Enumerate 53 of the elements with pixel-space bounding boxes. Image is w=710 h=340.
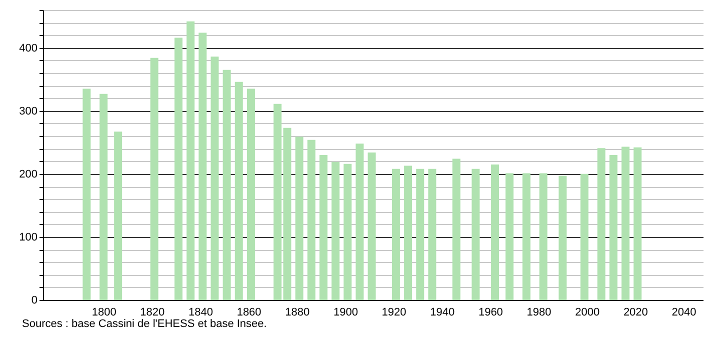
bar (319, 155, 328, 300)
bar (539, 173, 548, 300)
y-tick-label: 100 (19, 231, 38, 244)
bar (416, 168, 424, 300)
x-tick-label: 1840 (188, 306, 213, 318)
bar (210, 56, 219, 300)
bar (234, 82, 243, 300)
bar (174, 38, 182, 300)
x-tick-label: 1980 (526, 306, 552, 318)
bar (198, 32, 207, 300)
x-tick-label: 1880 (285, 306, 310, 318)
bar (82, 88, 91, 300)
bar (506, 173, 514, 300)
x-tick-label: 2040 (672, 306, 696, 318)
x-tick-label: 1820 (140, 306, 165, 318)
bar (597, 148, 606, 300)
bar (100, 94, 108, 300)
x-tick-label: 2020 (623, 306, 648, 318)
x-tick-label: 1860 (236, 306, 262, 318)
x-tick-label: 1900 (333, 306, 358, 318)
bar (609, 155, 618, 300)
x-tick-label: 2000 (575, 306, 600, 318)
bar (222, 70, 231, 300)
y-tick-label: 200 (19, 168, 38, 180)
bar (344, 164, 352, 300)
bar (114, 132, 122, 300)
x-tick-label: 1800 (92, 306, 116, 318)
bar (472, 168, 480, 300)
bar (452, 158, 460, 300)
bar (428, 168, 436, 300)
x-tick-label: 1960 (478, 306, 503, 318)
bar (634, 147, 642, 300)
bar (368, 152, 376, 300)
bar (392, 168, 400, 300)
y-tick-label: 0 (31, 294, 38, 306)
bar (150, 58, 158, 300)
bar (404, 166, 412, 300)
bar (332, 162, 340, 300)
bar (522, 173, 530, 300)
bar (307, 140, 316, 300)
bar (622, 146, 630, 300)
bar (246, 88, 255, 300)
bar (356, 144, 364, 300)
y-tick-label: 400 (19, 42, 38, 54)
bar (580, 174, 588, 300)
bar (186, 21, 195, 300)
x-tick-label: 1940 (430, 306, 455, 318)
bar (558, 176, 567, 300)
bar (295, 136, 304, 300)
source-note: Sources : base Cassini de l'EHESS et base Insee. (22, 318, 267, 330)
bar (491, 164, 500, 300)
x-tick-label: 1920 (382, 306, 406, 318)
y-tick-label: 300 (19, 105, 38, 118)
